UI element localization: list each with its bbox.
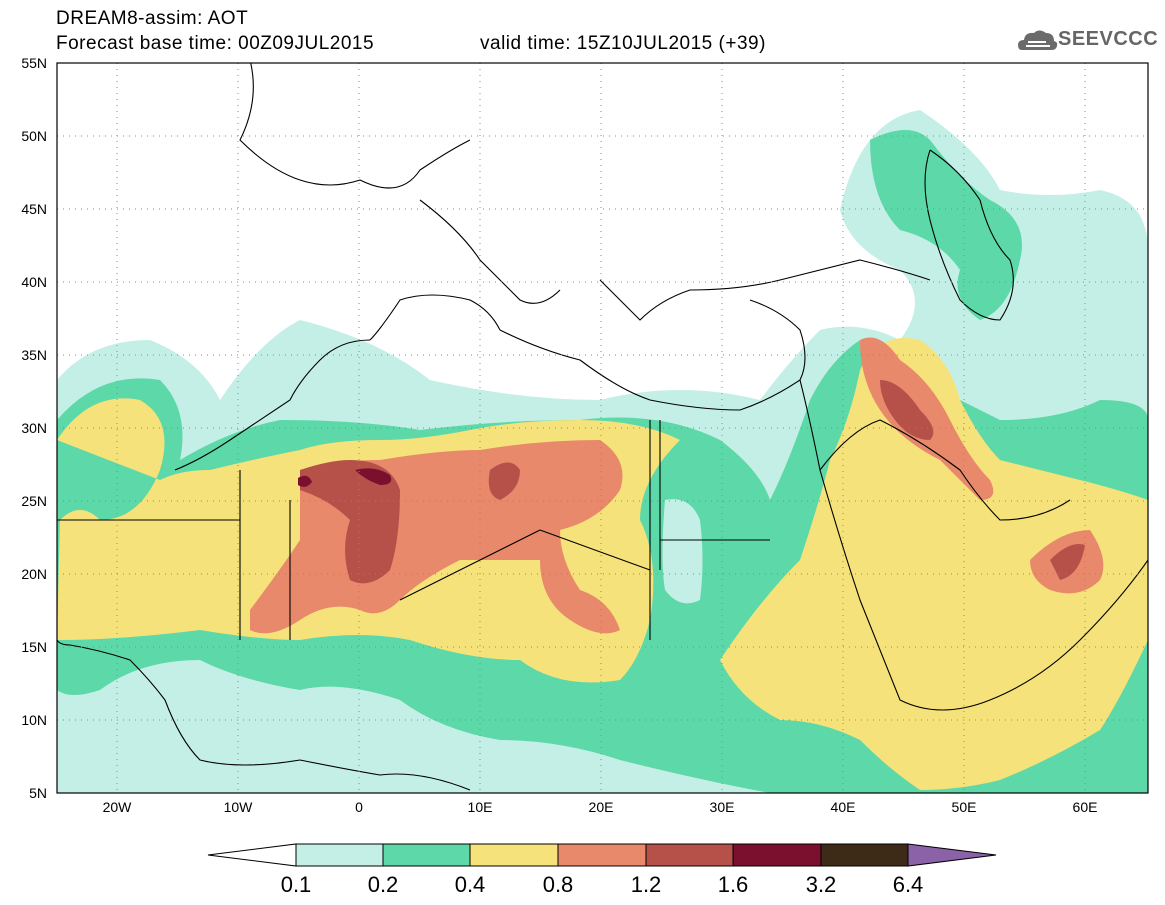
colorbar — [207, 843, 997, 867]
lat-tick: 45N — [21, 201, 47, 217]
map-frame — [56, 62, 1149, 794]
colorbar-label: 0.2 — [367, 872, 399, 897]
lat-tick: 30N — [21, 420, 47, 436]
lat-tick: 10N — [21, 712, 47, 728]
lon-tick: 10E — [468, 799, 493, 815]
chart-title: DREAM8-assim: AOT — [56, 8, 249, 29]
aot-contour-0.4-arabia — [720, 338, 1148, 790]
lon-tick: 50E — [952, 799, 977, 815]
lon-tick: 10W — [224, 799, 254, 815]
aot-contour-1.2-east — [488, 462, 520, 500]
aot-contour-1.2 — [300, 460, 400, 584]
aot-contour-low — [662, 499, 703, 604]
colorbar-label: 0.4 — [454, 872, 486, 897]
colorbar-label: 1.6 — [717, 872, 749, 897]
colorbar-swatch — [295, 843, 384, 867]
valid-time: valid time: 15Z10JUL2015 (+39) — [480, 33, 766, 54]
lon-tick: 20W — [103, 799, 133, 815]
lat-tick: 55N — [21, 55, 47, 71]
colorbar-label: 0.1 — [280, 872, 312, 897]
lon-tick: 20E — [589, 799, 614, 815]
aot-contour-0.2-caspian — [870, 130, 1022, 320]
colorbar-arrow-left — [207, 843, 297, 867]
colorbar-swatch — [382, 843, 471, 867]
cloud-icon — [1018, 30, 1058, 50]
colorbar-arrow-right — [907, 843, 997, 867]
aot-contour-1.6 — [355, 468, 392, 485]
colorbar-swatch — [820, 843, 909, 867]
aot-contour-1.2-oman — [1050, 544, 1085, 580]
lon-tick: 40E — [831, 799, 856, 815]
forecast-base-time: Forecast base time: 00Z09JUL2015 — [56, 33, 375, 54]
aot-contour-1.2-iraq — [880, 380, 934, 440]
logo-text: SEEVCCC — [1058, 28, 1159, 50]
lon-tick: 30E — [710, 799, 735, 815]
colorbar-label: 0.8 — [542, 872, 574, 897]
colorbar-swatch — [557, 843, 647, 867]
lon-tick: 60E — [1073, 799, 1098, 815]
aot-contour-1.6-b — [298, 475, 312, 487]
lat-tick: 20N — [21, 566, 47, 582]
lon-axis: 20W 10W 0 10E 20E 30E 40E 50E 60E — [103, 799, 1098, 815]
aot-field — [57, 63, 1148, 793]
lat-tick: 25N — [21, 493, 47, 509]
colorbar-label: 6.4 — [892, 872, 924, 897]
lat-tick: 40N — [21, 274, 47, 290]
lat-axis: 5N 10N 15N 20N 25N 30N 35N 40N 45N 50N 5… — [21, 55, 47, 801]
colorbar-swatch — [732, 843, 822, 867]
lat-tick: 15N — [21, 639, 47, 655]
colorbar-label: 3.2 — [805, 872, 837, 897]
colorbar-swatch — [469, 843, 559, 867]
lon-tick: 0 — [355, 799, 363, 815]
colorbar-label: 1.2 — [630, 872, 662, 897]
coastlines — [57, 63, 1148, 791]
lat-tick: 35N — [21, 347, 47, 363]
lat-tick: 5N — [29, 785, 47, 801]
lat-tick: 50N — [21, 128, 47, 144]
colorbar-swatch — [645, 843, 734, 867]
